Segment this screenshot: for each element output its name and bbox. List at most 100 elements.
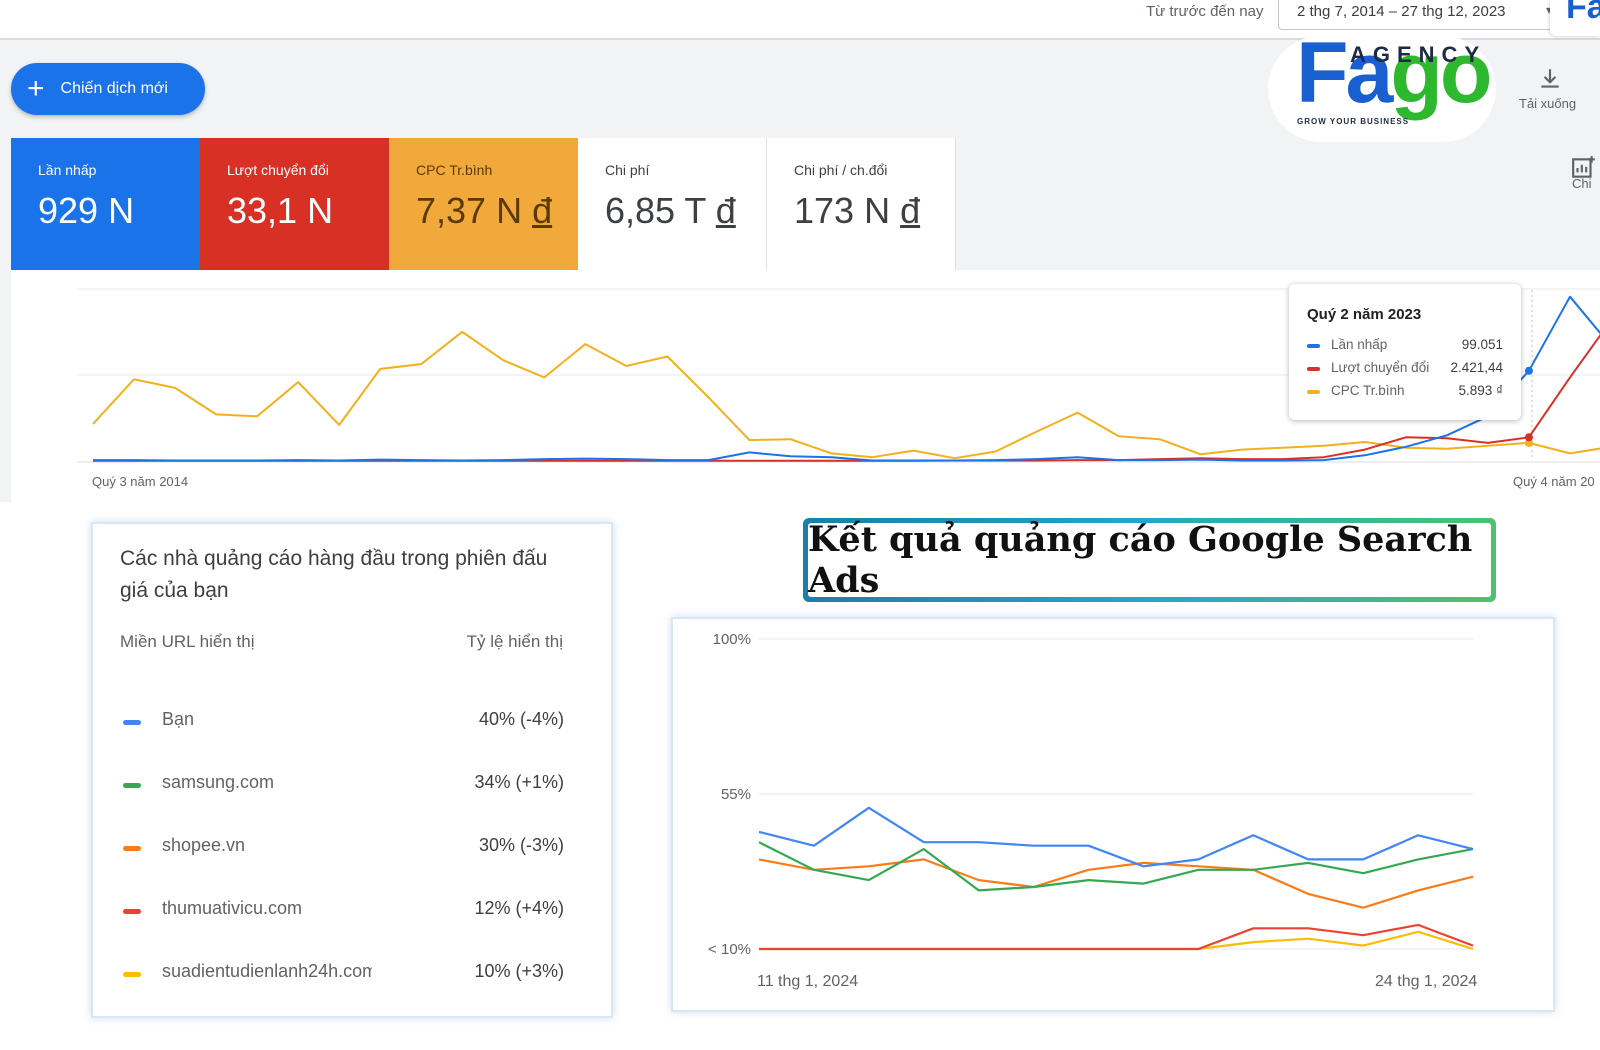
heading-banner: Kết quả quảng cáo Google Search Ads [803, 518, 1496, 602]
metric-value-number: 33,1 N [227, 190, 334, 231]
heading-banner-text: Kết quả quảng cáo Google Search Ads [808, 519, 1473, 601]
hover-point [1524, 433, 1533, 442]
new-campaign-button[interactable]: + Chiến dịch mới [11, 63, 205, 115]
plus-icon: + [27, 72, 45, 105]
logo-wordmark-b: go [1390, 25, 1492, 121]
chevron-down-icon[interactable]: ▾ [1546, 3, 1552, 17]
tooltip-row-name: Lượt chuyển đổi [1331, 360, 1430, 375]
legend-swatch [123, 783, 141, 788]
impression-series-line [758, 841, 1474, 892]
metric-label: Lần nhấp [38, 162, 97, 178]
metric-value-number: 173 N [794, 190, 901, 231]
metric-tile-clicks[interactable]: Lần nhấp 929 N [11, 138, 200, 270]
advertiser-share: 12% (+4%) [474, 898, 564, 918]
impression-series-line [758, 806, 1474, 868]
impression-x-start-label: 11 thg 1, 2024 [757, 973, 859, 990]
download-icon[interactable] [1537, 66, 1563, 92]
series-line-clicks[interactable] [93, 295, 1600, 462]
tooltip-row-name: CPC Tr.bình [1331, 383, 1405, 398]
tooltip-row-value: 5.893 ₫ [1458, 383, 1503, 398]
chart-x-end-label: Quý 4 năm 20 [1513, 474, 1595, 489]
currency-symbol: đ [900, 190, 921, 231]
metric-label: CPC Tr.bình [416, 162, 493, 178]
impression-share-chart: 100% 55% < 10% [671, 617, 1555, 1012]
tooltip-title: Quý 2 năm 2023 [1307, 306, 1422, 323]
currency-symbol: đ [532, 190, 553, 231]
impression-series-line [758, 858, 1474, 909]
metric-value-number: 929 N [38, 190, 135, 231]
date-range-picker[interactable] [1278, 0, 1560, 30]
card-title: Các nhà quảng cáo hàng đầu trong phiên đ… [120, 547, 548, 602]
tooltip-row: Lần nhấp 99.051 [1307, 337, 1503, 355]
chart-tooltip: Quý 2 năm 2023 Lần nhấp 99.051 Lượt chuy… [1289, 284, 1521, 420]
date-range-value[interactable]: 2 thg 7, 2014 – 27 thg 12, 2023 [1297, 3, 1506, 20]
impression-series-line [759, 923, 1474, 951]
advertiser-row: thumuativicu.com 12% (+4%) [120, 898, 564, 924]
legend-swatch [123, 972, 141, 977]
advertiser-domain: Bạn [162, 709, 195, 729]
column-header-share: Tỷ lệ hiển thị [466, 632, 563, 651]
hover-point [1524, 438, 1533, 447]
metric-label: Chi phí [605, 162, 650, 178]
metric-value: 929 N [38, 190, 200, 232]
top-advertisers-card [91, 522, 613, 1018]
legend-swatch [1307, 367, 1320, 371]
legend-swatch [1307, 390, 1320, 394]
advertiser-domain: samsung.com [162, 772, 275, 792]
columns-icon[interactable] [1571, 155, 1597, 181]
metric-tile-conversions[interactable]: Lượt chuyển đổi 33,1 N [200, 138, 389, 270]
corner-logo-text: Fa [1566, 0, 1600, 26]
tooltip-row-value: 2.421,44 [1450, 360, 1503, 375]
metric-label: Lượt chuyển đổi [227, 162, 329, 178]
hover-point [1524, 366, 1533, 375]
y-tick-label: < 10% [708, 941, 751, 958]
date-range-label: Từ trước đến nay [1146, 3, 1264, 20]
legend-swatch [1307, 344, 1320, 348]
tooltip-row-name: Lần nhấp [1331, 337, 1388, 352]
metric-value: 33,1 N [227, 190, 389, 232]
metric-value: 7,37 N đ [416, 190, 578, 232]
advertiser-share: 30% (-3%) [478, 835, 564, 855]
legend-swatch [123, 909, 141, 914]
advertiser-row: suadientudienlanh24h.com 10% (+3%) [120, 961, 564, 987]
legend-swatch [123, 846, 141, 851]
tooltip-row-value: 99.051 [1461, 337, 1503, 352]
tooltip-row: Lượt chuyển đổi 2.421,44 [1307, 360, 1503, 378]
corner-logo: Fa [1550, 0, 1600, 36]
advertiser-domain: shopee.vn [162, 835, 246, 855]
metric-value: 173 N đ [794, 190, 955, 232]
logo-tagline: GROW YOUR BUSINESS [1297, 117, 1410, 126]
logo-wordmark: Fago [1296, 30, 1492, 116]
y-tick-label: 100% [713, 631, 751, 648]
chart-x-start-label: Quý 3 năm 2014 [92, 474, 189, 489]
metric-tile-avg-cpc[interactable]: CPC Tr.bình 7,37 N đ [389, 138, 578, 270]
new-campaign-label: Chiến dịch mới [60, 80, 168, 97]
advertiser-row: Bạn 40% (-4%) [120, 709, 564, 735]
metric-tile-cost-per-conversion[interactable]: Chi phí / ch.đổi 173 N đ [767, 138, 956, 270]
currency-symbol: đ [715, 190, 736, 231]
y-tick-label: 55% [721, 786, 751, 803]
advertiser-share: 10% (+3%) [474, 961, 564, 981]
impression-x-end-label: 24 thg 1, 2024 [1375, 973, 1478, 990]
metric-tile-cost[interactable]: Chi phí 6,85 T đ [578, 138, 767, 270]
logo-agency-text: AGENCY [1350, 42, 1487, 67]
fago-logo [1268, 36, 1496, 142]
legend-swatch [123, 720, 141, 725]
metric-value: 6,85 T đ [605, 190, 766, 232]
column-header-domain: Miền URL hiển thị [120, 632, 255, 651]
metric-value-number: 7,37 N [416, 190, 533, 231]
download-label[interactable]: Tải xuống [1519, 96, 1577, 111]
heading-banner-inner: Kết quả quảng cáo Google Search Ads [808, 519, 1491, 601]
series-line-avg-cpc[interactable] [92, 330, 1600, 460]
advertiser-domain: suadientudienlanh24h.com [162, 961, 372, 981]
advertiser-share: 34% (+1%) [474, 772, 564, 792]
advertiser-row: samsung.com 34% (+1%) [120, 772, 564, 798]
metric-label: Chi phí / ch.đổi [794, 162, 888, 178]
tooltip-row: CPC Tr.bình 5.893 ₫ [1307, 383, 1503, 401]
columns-label[interactable]: Chi [1572, 176, 1592, 191]
advertiser-domain: thumuativicu.com [162, 898, 303, 918]
metric-value-number: 6,85 T [605, 190, 716, 231]
advertiser-row: shopee.vn 30% (-3%) [120, 835, 564, 861]
logo-wordmark-a: Fa [1296, 25, 1393, 121]
impression-share-chart-svg: 100% 55% < 10% [708, 631, 1474, 958]
